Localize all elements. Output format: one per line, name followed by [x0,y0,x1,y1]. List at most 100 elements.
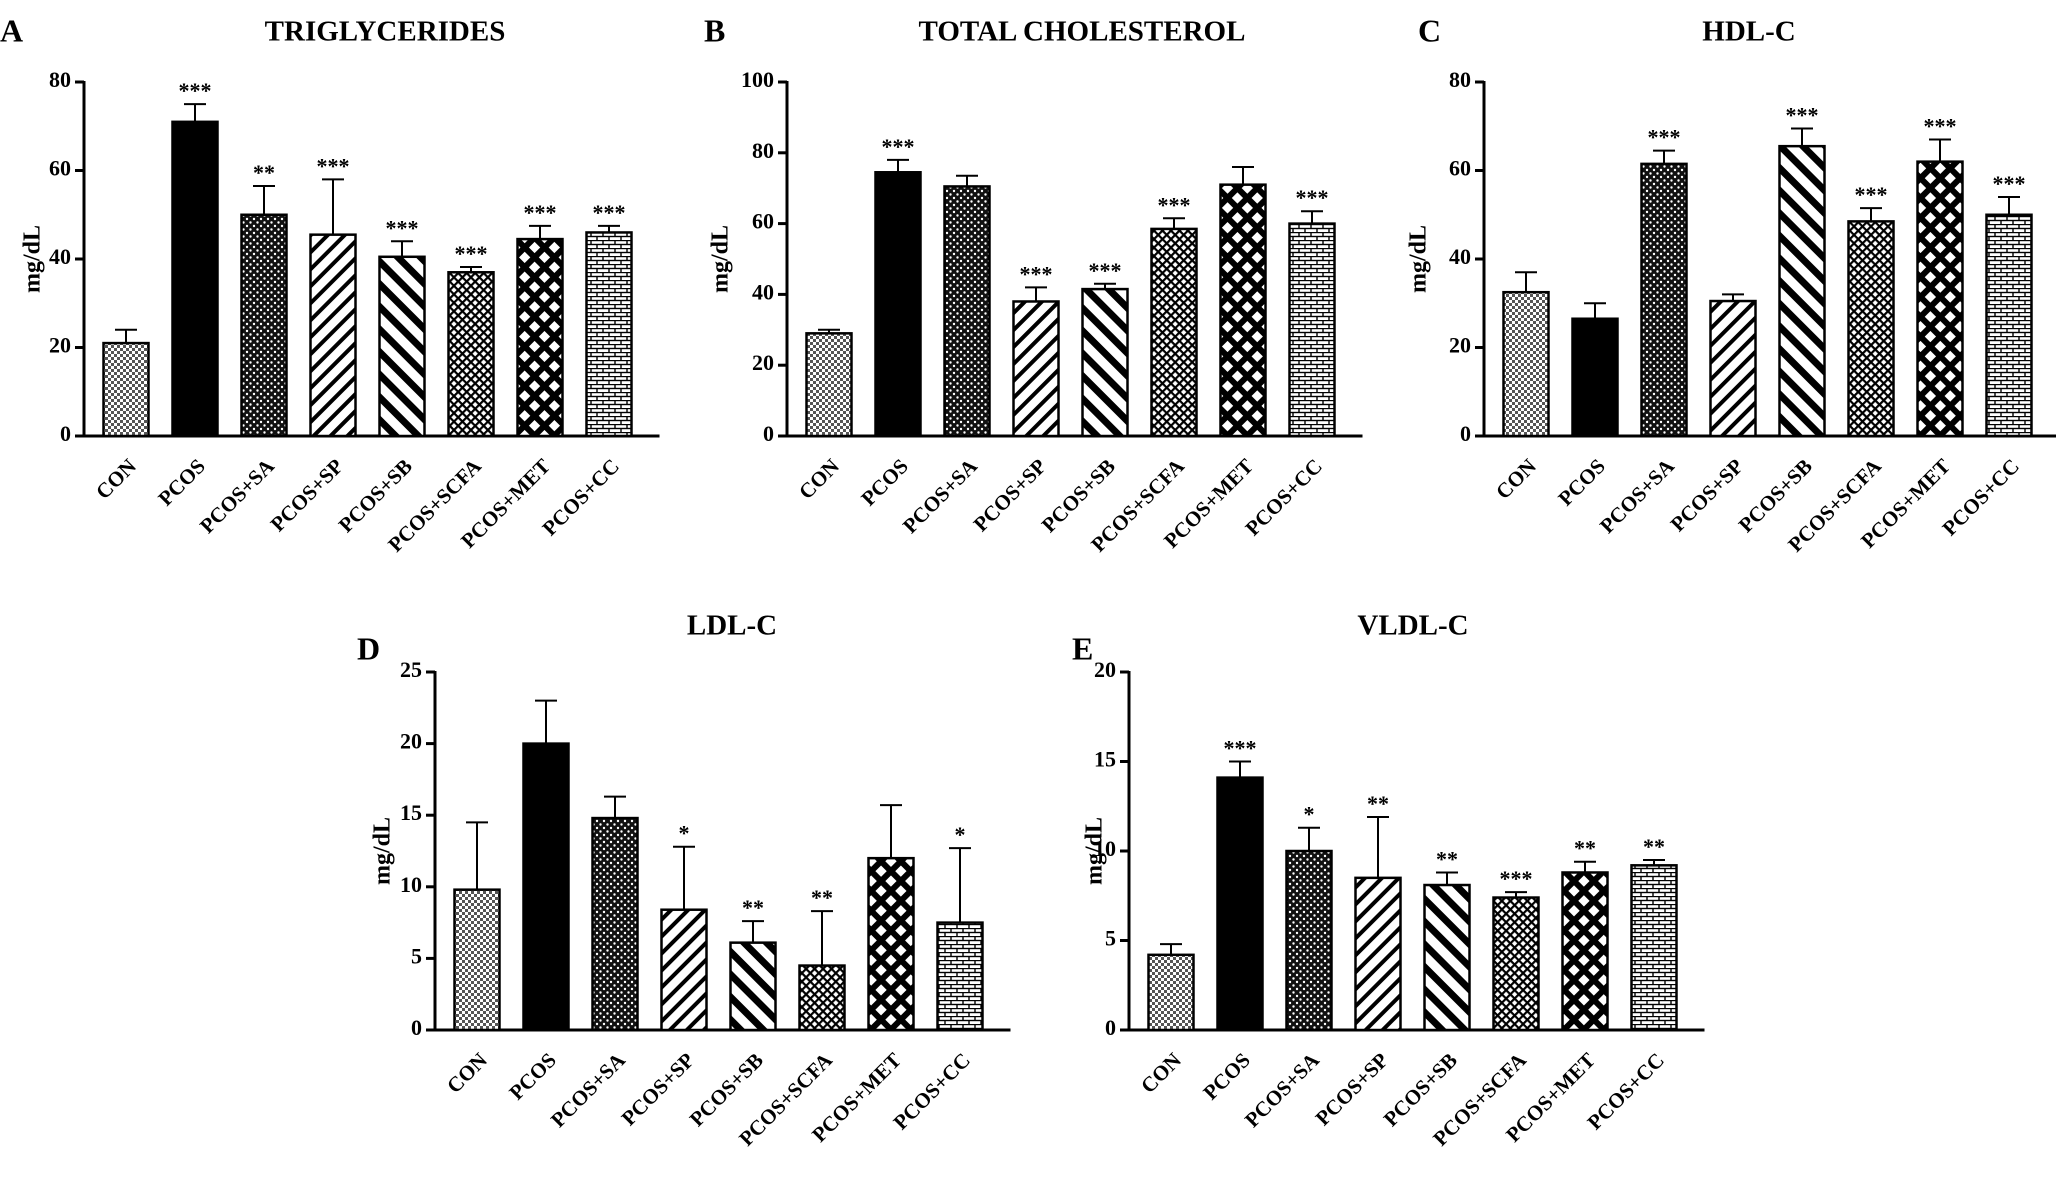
panel-c-x-tick-label: PCOS [1553,454,1610,511]
panel-c-chart: C HDL-C mg/dL 0 20 40 60 80 CON PCOS *** PCOS+SAPCO… [1406,12,2056,557]
panel-d-y-tick-label: 15 [400,800,422,825]
panel-a-y-tick-label: 80 [49,67,71,92]
panel-b-bar-brick [1288,222,1336,438]
panel-a-significance-label: *** [317,153,350,178]
panel-a-chart: A TRIGLYCERIDES mg/dL 0 20 40 60 80 CON *** PCOS **… [0,12,660,557]
panel-c-bar-brick [1985,213,2033,438]
panel-e-x-tick-label: CON [1136,1048,1186,1098]
panel-c-x-tick-label: CON [1491,454,1541,504]
panel-e-significance-label: ** [1643,834,1665,859]
panel-b-letter: B [704,12,725,48]
panel-b-y-axis-label: mg/dL [708,225,734,293]
panel-e-significance-label: ** [1436,846,1458,871]
panel-b-chart: B TOTAL CHOLESTEROL mg/dL 0 20 40 60 80 100 CON **… [704,12,1363,557]
panel-c-bar-back-diagonal-heavy [1778,144,1826,438]
panel-a-y-tick-label: 60 [49,156,71,181]
panel-c-significance-label: *** [1855,182,1888,207]
panel-c-x-tick-label: PCOS+SA [1595,453,1680,538]
panel-d-significance-label: ** [811,885,833,910]
panel-d-bar-forward-diagonal [660,908,708,1032]
panel-e-bar-checker-grid [1147,953,1195,1032]
panel-e-significance-label: ** [1574,836,1596,861]
panel-b-significance-label: *** [1020,261,1053,286]
panel-d-y-tick-label: 0 [411,1015,422,1040]
panel-e-x-tick-label: PCOS [1198,1048,1255,1105]
panel-d-bar-diamond-lattice [867,856,915,1032]
panel-b-bar-forward-diagonal [1012,300,1060,438]
panel-d-title: LDL-C [687,610,777,642]
panel-c-bar-checker-grid [1502,290,1550,438]
panel-c-significance-label: *** [1648,125,1681,150]
panel-a-x-tick-label: CON [91,454,141,504]
panel-a-significance-label: *** [386,215,419,240]
panel-c-y-tick-label: 60 [1449,156,1471,181]
panel-e-y-tick-label: 20 [1094,657,1116,682]
panel-a-y-tick-label: 40 [49,244,71,269]
panel-e-bar-solid-black [1216,776,1264,1032]
panel-b-x-tick-label: PCOS+SA [898,453,983,538]
panel-a-bar-dots [240,213,288,438]
panel-e-y-tick-label: 10 [1094,836,1116,861]
panel-a-significance-label: *** [593,200,626,225]
panel-a-significance-label: *** [524,200,557,225]
panel-c-bar-dots [1640,162,1688,438]
panel-c-y-axis-label: mg/dL [1406,225,1432,293]
panel-c-x-tick-label: PCOS+SP [1666,454,1748,536]
panel-d-bar-solid-black [522,742,570,1032]
panel-a-x-tick-label: PCOS+SA [195,453,280,538]
panel-b-significance-label: *** [1158,192,1191,217]
panel-c-y-tick-label: 0 [1460,421,1471,446]
panel-e-bar-dense-crosshatch [1492,896,1540,1032]
panel-b-title: TOTAL CHOLESTEROL [919,16,1246,48]
panel-a-y-axis-label: mg/dL [20,225,46,293]
panel-b-bar-solid-black [874,171,922,438]
panel-a-significance-label: *** [179,78,212,103]
panel-e-bar-forward-diagonal [1354,876,1402,1032]
panel-e-y-tick-label: 15 [1094,747,1116,772]
panel-b-bar-diamond-lattice [1219,183,1267,438]
panel-b-y-tick-label: 40 [752,279,774,304]
panel-a-bar-back-diagonal-heavy [378,255,426,438]
panel-d-significance-label: * [679,821,690,846]
panel-d-y-tick-label: 10 [400,872,422,897]
panel-a-bar-diamond-lattice [516,237,564,438]
panel-a-bar-brick [585,231,633,438]
panel-e-bar-dots [1285,849,1333,1032]
panel-b-bar-dense-crosshatch [1150,227,1198,438]
panel-d-x-tick-label: PCOS+SA [546,1047,631,1132]
panel-d-bar-checker-grid [453,888,501,1032]
panel-c-significance-label: *** [1786,102,1819,127]
panel-a-x-tick-label: PCOS [153,454,210,511]
panel-d-bar-back-diagonal-heavy [729,941,777,1032]
panel-d-significance-label: * [955,822,966,847]
panel-d-bar-dense-crosshatch [798,964,846,1032]
panel-b-x-tick-label: PCOS [856,454,913,511]
panel-a-letter: A [0,12,23,48]
panel-e-y-tick-label: 0 [1105,1015,1116,1040]
panel-e-bar-diamond-lattice [1561,871,1609,1032]
panel-b-significance-label: *** [1296,185,1329,210]
panel-c-bar-forward-diagonal [1709,299,1757,438]
panel-c-title: HDL-C [1702,16,1795,48]
panel-d-x-tick-label: PCOS+SP [617,1048,699,1130]
panel-b-significance-label: *** [882,134,915,159]
panel-d-x-tick-label: CON [442,1048,492,1098]
panel-c-bar-dense-crosshatch [1847,220,1895,438]
panel-c-bar-solid-black [1571,317,1619,438]
panel-a-bar-dense-crosshatch [447,271,495,438]
panel-b-y-tick-label: 0 [763,421,774,446]
panel-d-significance-label: ** [742,895,764,920]
panel-d-y-tick-label: 5 [411,943,422,968]
panel-b-bar-dots [943,185,991,438]
panel-e-chart: E VLDL-C mg/dL 0 5 10 15 20 CON *** PCOS * PCOS+SA **… [1072,610,1705,1151]
panel-b-bar-back-diagonal-heavy [1081,287,1129,438]
panel-e-bar-back-diagonal-heavy [1423,883,1471,1032]
panel-d-y-tick-label: 20 [400,729,422,754]
panel-e-x-tick-label: PCOS+SA [1240,1047,1325,1132]
panel-d-bar-brick [936,921,984,1032]
panel-a-x-tick-label: PCOS+SP [266,454,348,536]
panel-d-letter: D [357,630,380,666]
panel-c-y-tick-label: 20 [1449,333,1471,358]
panel-e-x-tick-label: PCOS+SP [1311,1048,1393,1130]
panel-e-significance-label: ** [1367,791,1389,816]
